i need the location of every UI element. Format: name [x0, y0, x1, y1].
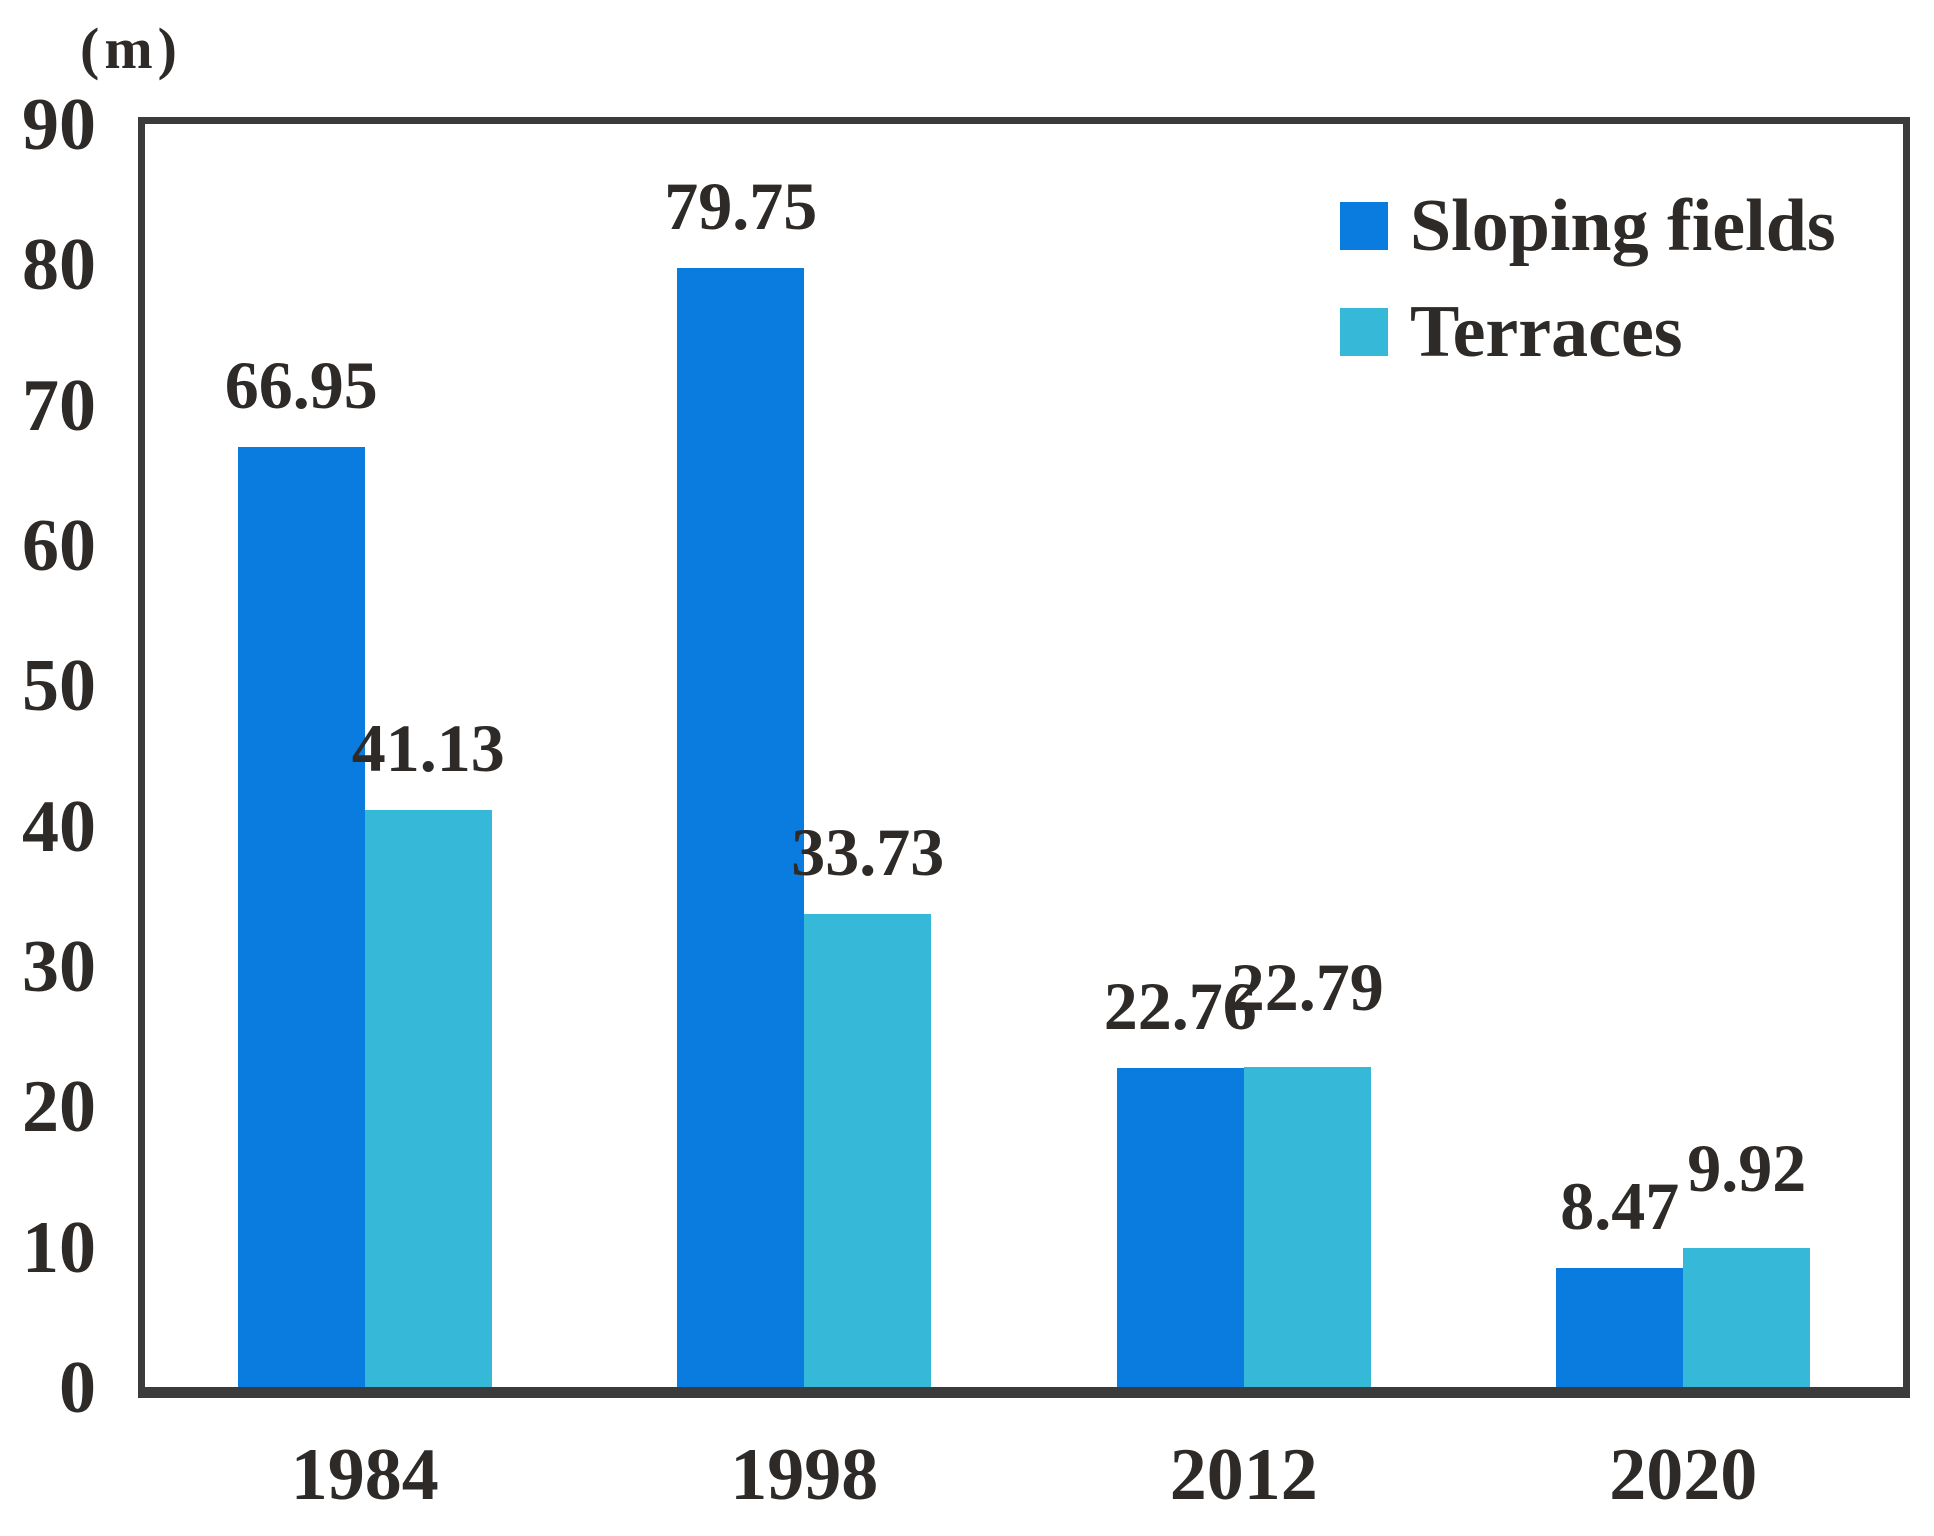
x-label-2020: 2020	[1609, 1434, 1758, 1516]
legend: Sloping fields Terraces	[1340, 189, 1836, 401]
bar-terraces-2020	[1683, 1247, 1811, 1387]
value-label-sloping-fields-1998: 79.75	[664, 167, 818, 244]
y-tick-60: 60	[22, 505, 96, 587]
y-tick-0: 0	[59, 1347, 96, 1429]
legend-item-terraces: Terraces	[1340, 295, 1836, 369]
value-label-terraces-1984: 41.13	[351, 709, 505, 786]
value-label-sloping-fields-1984: 66.95	[224, 347, 378, 424]
bar-terraces-1984	[364, 809, 492, 1387]
bar-sloping-fields-1998	[677, 267, 805, 1387]
y-axis-unit-label: (m)	[80, 16, 182, 81]
legend-label-sloping-fields: Sloping fields	[1410, 185, 1836, 267]
y-tick-20: 20	[22, 1066, 96, 1149]
y-tick-10: 10	[22, 1206, 96, 1289]
bar-sloping-fields-2020	[1556, 1268, 1684, 1387]
y-tick-50: 50	[22, 645, 96, 728]
bar-sloping-fields-2012	[1116, 1067, 1244, 1387]
y-tick-80: 80	[22, 224, 96, 307]
value-label-sloping-fields-2020: 8.47	[1560, 1168, 1680, 1245]
y-tick-30: 30	[22, 926, 96, 1008]
bar-sloping-fields-1984	[237, 447, 365, 1387]
plot-area: 66.95 41.13 79.75 33.73 22.76 22.79 8.47 9.92	[138, 117, 1910, 1398]
legend-item-sloping-fields: Sloping fields	[1340, 189, 1836, 263]
legend-swatch-sloping-fields	[1340, 202, 1388, 250]
value-label-terraces-2020: 9.92	[1687, 1129, 1807, 1206]
legend-swatch-terraces	[1340, 308, 1388, 356]
bar-terraces-2012	[1243, 1067, 1371, 1387]
x-label-1984: 1984	[290, 1434, 439, 1516]
x-label-1998: 1998	[730, 1434, 879, 1516]
value-label-terraces-1998: 33.73	[791, 813, 945, 890]
bar-terraces-1998	[804, 913, 932, 1387]
value-label-sloping-fields-2012: 22.76	[1103, 967, 1257, 1044]
x-label-2012: 2012	[1169, 1434, 1318, 1516]
legend-label-terraces: Terraces	[1410, 291, 1683, 373]
value-label-terraces-2012: 22.79	[1230, 949, 1384, 1026]
y-tick-90: 90	[22, 84, 96, 166]
y-tick-70: 70	[22, 364, 96, 447]
y-tick-40: 40	[22, 785, 96, 868]
